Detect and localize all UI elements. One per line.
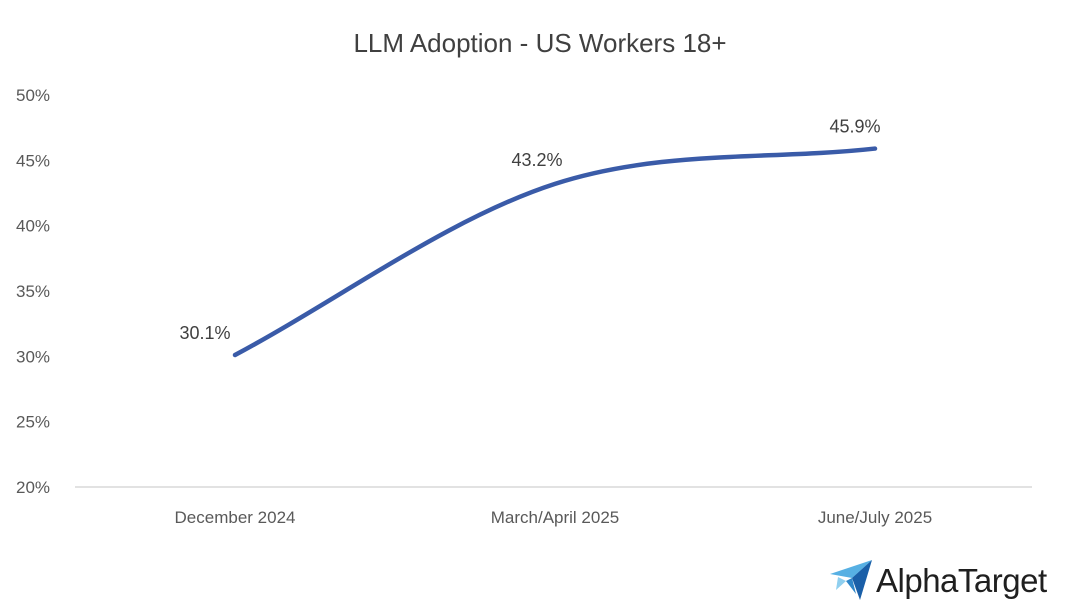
series-group [232,146,878,358]
series-line [232,146,878,358]
data-labels: 30.1% 43.2% 45.9% [179,117,880,343]
y-tick-label: 35% [16,282,50,301]
y-tick-label: 40% [16,217,50,236]
x-tick-label: June/July 2025 [818,508,932,527]
y-tick-label: 20% [16,478,50,497]
brand-name: AlphaTarget [876,562,1047,599]
data-label: 30.1% [179,323,230,343]
y-axis: 20% 25% 30% 35% 40% 45% 50% [16,86,50,497]
paper-plane-icon [830,560,872,600]
x-tick-label: March/April 2025 [491,508,620,527]
data-label: 45.9% [829,117,880,137]
y-tick-label: 45% [16,151,50,170]
y-tick-label: 50% [16,86,50,105]
chart-title: LLM Adoption - US Workers 18+ [353,28,726,58]
y-tick-label: 25% [16,413,50,432]
brand-logo: AlphaTarget [830,560,1047,600]
x-tick-label: December 2024 [175,508,296,527]
data-label: 43.2% [511,150,562,170]
y-tick-label: 30% [16,347,50,366]
x-axis: December 2024 March/April 2025 June/July 2… [175,508,933,527]
